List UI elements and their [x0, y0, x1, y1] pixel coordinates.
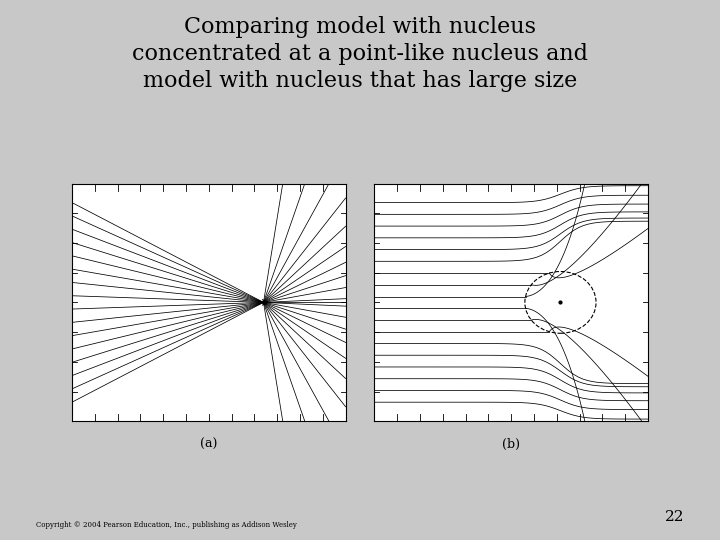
- Text: (b): (b): [503, 438, 521, 451]
- Text: 22: 22: [665, 510, 684, 524]
- Text: Copyright © 2004 Pearson Education, Inc., publishing as Addison Wesley: Copyright © 2004 Pearson Education, Inc.…: [36, 521, 297, 529]
- Text: (a): (a): [200, 438, 217, 451]
- Text: Comparing model with nucleus
concentrated at a point-like nucleus and
model with: Comparing model with nucleus concentrate…: [132, 16, 588, 92]
